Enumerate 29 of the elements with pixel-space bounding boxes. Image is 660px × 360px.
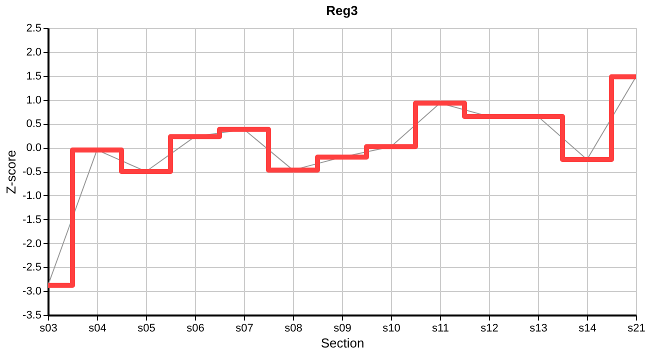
x-tick-label: s03: [40, 322, 58, 334]
chart-title: Reg3: [326, 3, 358, 18]
y-tick-label: -3.0: [22, 286, 42, 298]
x-tick-label: s04: [88, 322, 106, 334]
x-tick-label: s14: [578, 322, 596, 334]
y-tick-label: 0.0: [26, 142, 42, 154]
x-tick-label: s06: [186, 322, 204, 334]
y-tick-label: 1.0: [26, 94, 42, 106]
x-tick-label: s12: [480, 322, 498, 334]
y-axis-title: Z-score: [4, 150, 19, 194]
y-tick-label: 1.5: [26, 70, 42, 82]
y-tick-label: -1.0: [22, 190, 42, 202]
y-tick-label: -3.5: [22, 310, 42, 322]
y-tick-label: -1.5: [22, 214, 42, 226]
x-tick-label: s05: [138, 322, 156, 334]
x-tick-label: s10: [382, 322, 400, 334]
y-tick-label: 2.5: [26, 22, 42, 34]
y-tick-label: -2.5: [22, 262, 42, 274]
y-tick-label: -0.5: [22, 166, 42, 178]
x-tick-label: s13: [530, 322, 548, 334]
y-tick-label: 2.0: [26, 46, 42, 58]
x-tick-label: s07: [236, 322, 254, 334]
y-tick-label: -2.0: [22, 238, 42, 250]
x-tick-label: s21: [628, 322, 646, 334]
x-tick-label: s09: [334, 322, 352, 334]
x-tick-label: s08: [284, 322, 302, 334]
y-tick-label: 0.5: [26, 118, 42, 130]
x-axis-title: Section: [320, 336, 364, 350]
x-tick-label: s11: [432, 322, 449, 334]
